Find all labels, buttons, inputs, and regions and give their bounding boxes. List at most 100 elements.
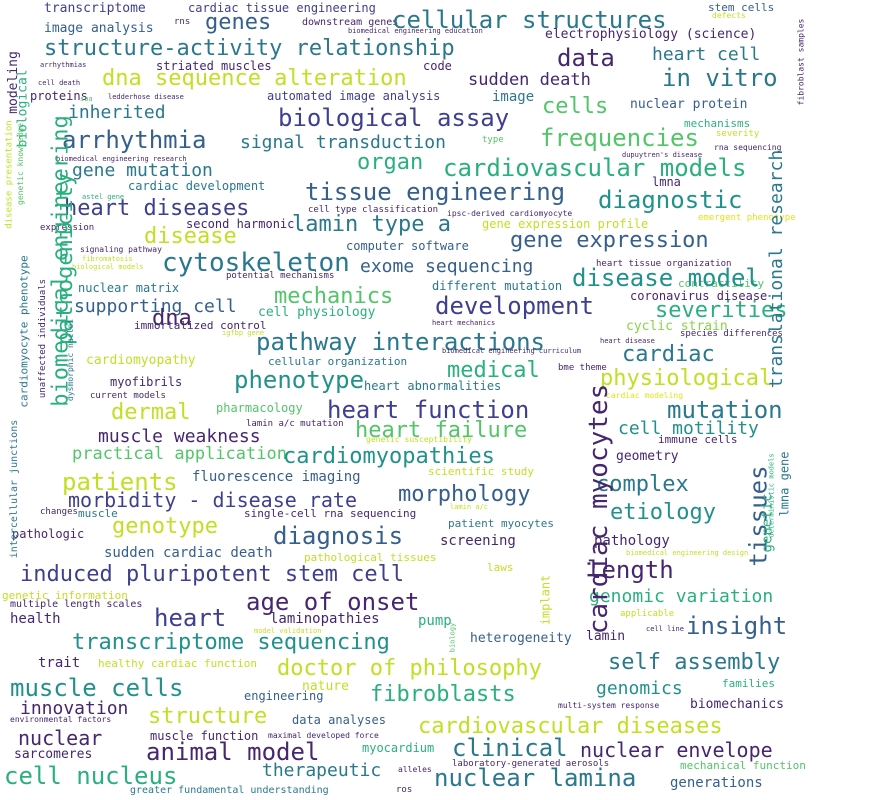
word: lamin a/c <box>450 503 488 511</box>
word: heart diseases <box>64 196 250 221</box>
word: pathway interactions <box>256 328 545 356</box>
word: frequencies <box>540 124 699 152</box>
word: laminopathies <box>270 611 380 627</box>
word: innovation <box>20 698 129 719</box>
word: lmna <box>652 175 681 189</box>
word: cytoskeleton <box>162 248 350 278</box>
word: heart mechanics <box>432 319 496 327</box>
word: rna sequencing <box>714 143 782 152</box>
word: gene mutation <box>72 160 213 181</box>
word: intercellular junctions <box>9 419 21 559</box>
word: astel gene <box>82 193 125 201</box>
word: severities <box>655 298 788 323</box>
word: genomics <box>596 678 683 699</box>
word: cardiomyopathy <box>86 353 196 368</box>
word: multiple length scales <box>10 599 143 610</box>
word: sarcomeres <box>14 747 93 762</box>
word: fibroblast samples <box>796 18 806 106</box>
word: health <box>10 611 61 627</box>
word: pathology <box>594 533 670 549</box>
word: cardiomyopathies <box>283 444 495 469</box>
word: potential mechanisms <box>226 271 335 281</box>
word: lamin <box>586 629 626 644</box>
word: cardiomyocyte phenotype <box>17 255 31 408</box>
word: genetic information <box>2 589 128 602</box>
word: data analyses <box>292 713 386 727</box>
word: immortalized control <box>134 319 267 332</box>
word: nuclear lamina <box>434 764 637 792</box>
word: heart tissue organization <box>596 259 732 269</box>
word: muscle <box>78 507 118 520</box>
word: heart disease <box>600 337 655 345</box>
word: environmental factors <box>10 715 112 724</box>
word: biomedical engineering design <box>626 549 749 557</box>
word: cardiac modeling <box>606 391 684 400</box>
word: cellular structures <box>392 6 667 34</box>
word: cardiac <box>622 342 715 367</box>
word: deterministic models <box>767 453 776 538</box>
word: diagnosis <box>273 522 404 550</box>
word: cellular organization <box>268 355 408 368</box>
word: pharmacology <box>216 401 303 415</box>
word: translational research <box>766 149 788 389</box>
word: severity <box>716 129 760 139</box>
word: downstream genes <box>302 17 399 28</box>
word: proteins <box>30 89 88 103</box>
word: nuclear protein <box>630 97 748 112</box>
word: image analysis <box>44 21 154 36</box>
word: heart <box>154 604 227 632</box>
word: cell physiology <box>258 305 376 320</box>
word: soa <box>80 95 93 103</box>
word: lmna gene <box>777 451 792 517</box>
word: cells <box>542 94 609 119</box>
word: fibroblasts <box>370 682 516 707</box>
word: emergent phenotype <box>698 213 796 223</box>
word: heart abnormalities <box>364 379 502 393</box>
word: sudden death <box>468 70 591 90</box>
word: cell type classification <box>308 205 439 215</box>
word: patient myocytes <box>448 517 554 530</box>
word: cell motility <box>618 418 759 439</box>
word: igfbp gene <box>222 329 265 337</box>
word: single-cell rna sequencing <box>244 507 417 520</box>
word: dna <box>152 306 192 331</box>
word: doctor of philosophy <box>277 656 542 681</box>
word: nuclear matrix <box>78 281 180 295</box>
word: expression <box>40 223 95 233</box>
word: cell death <box>38 79 81 87</box>
word: mechanics <box>274 284 394 309</box>
word: nuclear <box>18 726 103 750</box>
word: changes <box>40 507 78 517</box>
word: muscle function <box>150 729 259 743</box>
word: nuclear envelope <box>580 738 773 762</box>
word: biomedical engineering curriculum <box>442 347 582 355</box>
word: supporting cell <box>74 296 237 317</box>
word: fibromatosis <box>82 255 133 263</box>
word: complex <box>596 472 689 497</box>
word: healthy cardiac function <box>98 657 257 670</box>
word: self assembly <box>608 650 781 675</box>
word: ipsc-derived cardiomyocyte <box>447 209 573 218</box>
word: sudden cardiac death <box>104 545 273 561</box>
word: greater fundamental understanding <box>130 785 329 796</box>
word: pathological tissues <box>304 551 437 564</box>
word: electrophysiology (science) <box>545 27 757 42</box>
word: exome sequencing <box>360 256 534 277</box>
word: arrhythmia <box>62 126 207 154</box>
word: current models <box>90 391 166 401</box>
word: cell nucleus <box>4 762 178 790</box>
word: biological assay <box>278 104 510 132</box>
word: mechanisms <box>684 117 751 130</box>
word: length <box>587 556 674 584</box>
word: cardiovascular models <box>443 154 747 182</box>
word: pump <box>418 613 452 629</box>
word: mechanical function <box>680 759 806 772</box>
word: contractility <box>678 277 765 290</box>
word: image <box>492 89 535 105</box>
word: screening <box>440 533 516 549</box>
word: morbidity - disease rate <box>68 488 357 512</box>
word: medical <box>447 358 540 383</box>
word: coronavirus disease <box>630 289 768 303</box>
word: applicable <box>620 609 675 619</box>
word: disease <box>144 224 237 249</box>
